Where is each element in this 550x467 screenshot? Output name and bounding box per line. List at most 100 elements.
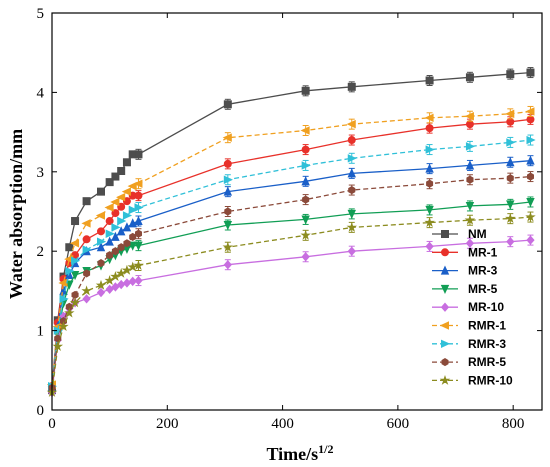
data-point: [426, 179, 434, 188]
data-point: [300, 229, 311, 240]
data-point: [134, 203, 144, 212]
data-point: [301, 215, 310, 225]
series-line: [51, 239, 531, 393]
data-point: [223, 159, 232, 168]
data-point: [506, 157, 515, 167]
data-point: [106, 251, 114, 260]
legend-swatch-marker: [440, 248, 449, 257]
data-point: [128, 241, 137, 251]
legend-swatch-marker: [439, 374, 451, 385]
data-point: [222, 241, 234, 252]
data-point: [347, 136, 356, 145]
data-point: [347, 246, 356, 256]
data-point: [301, 145, 310, 154]
legend-swatch-marker: [440, 339, 451, 349]
data-point: [95, 279, 107, 290]
data-point: [425, 241, 434, 252]
data-point: [134, 275, 143, 286]
data-point: [129, 232, 137, 241]
data-point: [134, 215, 143, 226]
plot-frame: [51, 12, 543, 411]
data-point: [223, 100, 232, 109]
series-line: [51, 139, 531, 387]
data-point: [506, 236, 515, 247]
data-point: [110, 197, 120, 207]
data-point: [97, 259, 105, 268]
legend-swatch-marker: [440, 265, 450, 275]
data-point: [111, 223, 121, 232]
legend-label: NM: [468, 227, 487, 241]
data-point: [65, 269, 74, 280]
data-point: [466, 175, 474, 184]
data-point: [97, 237, 107, 246]
data-point: [121, 187, 131, 196]
y-tick-label: 5: [37, 6, 45, 22]
x-tick-label: 200: [156, 416, 179, 432]
data-point: [127, 261, 138, 272]
data-point: [128, 205, 138, 215]
data-point: [526, 197, 535, 208]
data-point: [105, 178, 114, 187]
data-point: [347, 154, 357, 163]
data-point: [82, 245, 92, 254]
data-point: [425, 205, 434, 216]
legend-item-rmr-10: RMR-10: [432, 373, 513, 387]
series-rmr-10: [46, 211, 536, 397]
x-tick-label: 800: [502, 416, 525, 432]
x-axis-title-superscript: 1/2: [318, 442, 333, 456]
data-point: [82, 235, 91, 244]
x-axis-title-main: Time/s: [266, 444, 318, 464]
data-point: [301, 86, 310, 95]
data-point: [425, 145, 435, 154]
data-point: [526, 155, 535, 165]
data-point: [97, 187, 106, 196]
data-point: [104, 203, 114, 212]
legend-item-rmr-1: RMR-1: [432, 319, 506, 333]
data-point: [117, 216, 127, 226]
legend-label: MR-5: [468, 282, 498, 296]
data-point: [506, 200, 515, 210]
data-point: [506, 138, 516, 147]
y-tick-label: 3: [37, 165, 45, 181]
legend-item-rmr-3: RMR-3: [432, 337, 506, 351]
data-point: [59, 294, 69, 304]
legend-item-mr-10: MR-10: [432, 300, 504, 314]
data-point: [71, 256, 81, 265]
data-point: [424, 217, 435, 228]
data-point: [96, 242, 106, 252]
data-point: [526, 135, 536, 145]
legend-label: RMR-10: [468, 373, 513, 387]
data-point: [425, 163, 434, 173]
data-point: [223, 259, 232, 270]
data-point: [111, 282, 120, 292]
legend-item-mr-1: MR-1: [432, 245, 498, 259]
data-point: [123, 239, 131, 248]
data-point: [506, 70, 515, 79]
data-point: [346, 221, 358, 232]
data-point: [525, 211, 536, 222]
legend-swatch-marker: [440, 284, 450, 295]
data-point: [505, 109, 515, 119]
data-point: [65, 266, 75, 276]
data-point: [301, 176, 310, 186]
data-point: [82, 197, 91, 206]
data-point: [116, 192, 126, 202]
data-point: [526, 68, 535, 77]
data-point: [105, 217, 114, 226]
x-tick-label: 600: [387, 416, 410, 432]
data-point: [121, 264, 133, 275]
data-point: [223, 175, 233, 184]
data-point: [465, 142, 476, 151]
data-point: [111, 172, 120, 181]
data-point: [525, 107, 535, 116]
series-mr-3: [47, 155, 535, 392]
data-point: [81, 285, 92, 296]
data-point: [222, 133, 232, 142]
data-point: [465, 160, 475, 170]
data-point: [347, 82, 356, 91]
legend-swatch-marker: [439, 321, 450, 330]
legend-label: RMR-5: [468, 355, 506, 369]
series-line: [51, 71, 531, 391]
data-point: [82, 294, 91, 304]
data-point: [105, 284, 114, 295]
